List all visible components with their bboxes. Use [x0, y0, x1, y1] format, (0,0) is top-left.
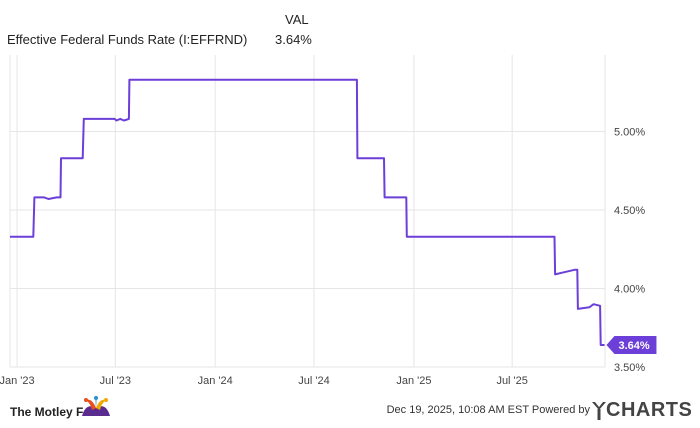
legend-column-header: VAL: [285, 12, 309, 27]
y-axis-tick-labels: 3.50% 4.00% 4.50% 5.00%: [614, 127, 645, 375]
x-tick-label: Jul '25: [496, 375, 527, 387]
legend-series-name: Effective Federal Funds Rate (I:EFFRND): [7, 32, 248, 47]
y-tick-label: 5.00%: [614, 127, 645, 139]
legend-row[interactable]: Effective Federal Funds Rate (I:EFFRND) …: [7, 32, 317, 50]
y-tick-label: 4.50%: [614, 205, 645, 217]
x-tick-label: Jan '25: [396, 375, 431, 387]
jester-hat-icon: [82, 396, 110, 416]
footer: The Motley Fool Dec 19, 2025, 10:08 AM E…: [0, 394, 700, 428]
series-line[interactable]: [10, 78, 605, 346]
ycharts-y-icon: [592, 402, 606, 420]
timestamp-credit: Dec 19, 2025, 10:08 AM EST Powered by: [386, 404, 590, 416]
last-value-badge-label: 3.64%: [618, 340, 649, 352]
ycharts-logo[interactable]: CHARTS: [592, 399, 692, 423]
y-tick-label: 4.00%: [614, 284, 645, 296]
motley-fool-logo[interactable]: The Motley Fool: [10, 396, 110, 426]
x-tick-label: Jan '24: [198, 375, 233, 387]
x-axis-tick-labels: Jan '23 Jul '23 Jan '24 Jul '24 Jan '25 Jul '…: [0, 375, 528, 387]
motley-fool-wordmark: The Motley Fool: [10, 405, 102, 419]
y-tick-label: 3.50%: [614, 362, 645, 374]
last-value-badge: 3.64%: [606, 336, 657, 355]
legend-series-value: 3.64%: [275, 32, 312, 47]
x-tick-label: Jul '24: [298, 375, 329, 387]
ycharts-wordmark: CHARTS: [606, 399, 693, 421]
x-tick-label: Jan '23: [0, 375, 35, 387]
series-layer: [10, 78, 605, 346]
last-value-badge-shape: [606, 336, 657, 355]
grid-lines: [9, 55, 606, 368]
x-tick-label: Jul '23: [100, 375, 131, 387]
